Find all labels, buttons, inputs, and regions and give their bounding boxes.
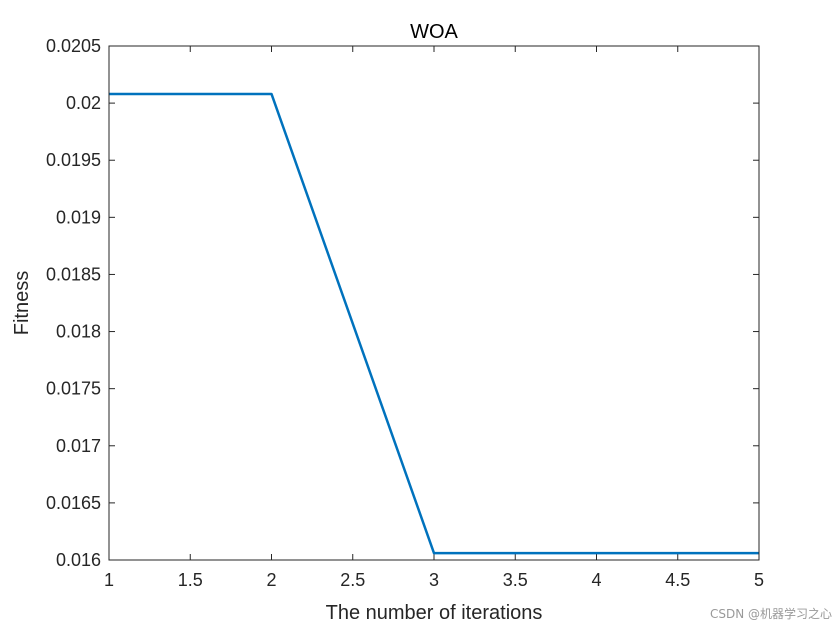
- x-tick-label: 1.5: [178, 570, 203, 590]
- y-tick-label: 0.017: [56, 436, 101, 456]
- y-tick-label: 0.0195: [46, 150, 101, 170]
- y-tick-label: 0.0205: [46, 36, 101, 56]
- y-tick-label: 0.0165: [46, 493, 101, 513]
- watermark: CSDN @机器学习之心: [709, 607, 832, 621]
- x-tick-label: 2.5: [340, 570, 365, 590]
- plot-frame: [108, 45, 760, 561]
- x-tick-label: 4.5: [665, 570, 690, 590]
- x-tick-label: 4: [591, 570, 601, 590]
- y-tick-label: 0.02: [66, 93, 101, 113]
- x-axis-label: The number of iterations: [326, 602, 543, 624]
- x-tick-label: 5: [754, 570, 764, 590]
- chart-title: WOA: [410, 21, 458, 43]
- y-tick-label: 0.016: [56, 550, 101, 570]
- x-tick-label: 3.5: [503, 570, 528, 590]
- ticks-layer: 1 1.5 2 2.5 3 3.5 4 4.5 5 0.016 0.0165 0.017 0.0175 0…: [46, 36, 764, 590]
- x-tick-label: 2: [266, 570, 276, 590]
- y-tick-label: 0.019: [56, 207, 101, 227]
- plot-area: [109, 46, 759, 560]
- x-tick-label: 3: [429, 570, 439, 590]
- y-tick-label: 0.0175: [46, 379, 101, 399]
- series-line: [109, 92, 759, 555]
- series-layer: [109, 92, 759, 555]
- x-tick-label: 1: [104, 570, 114, 590]
- y-tick-label: 0.0185: [46, 264, 101, 284]
- y-axis-label: Fitness: [11, 271, 33, 335]
- y-tick-label: 0.018: [56, 322, 101, 342]
